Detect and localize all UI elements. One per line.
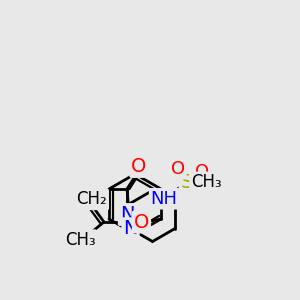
Text: N: N xyxy=(120,205,134,224)
Text: CH₃: CH₃ xyxy=(65,231,95,249)
Text: S: S xyxy=(180,173,193,192)
Text: N: N xyxy=(123,219,138,238)
Text: CH₂: CH₂ xyxy=(76,190,107,208)
Text: O: O xyxy=(170,160,185,178)
Text: CH₃: CH₃ xyxy=(191,173,221,191)
Text: O: O xyxy=(134,212,149,232)
Text: O: O xyxy=(131,157,147,176)
Text: NH: NH xyxy=(151,190,178,208)
Text: O: O xyxy=(194,163,209,181)
